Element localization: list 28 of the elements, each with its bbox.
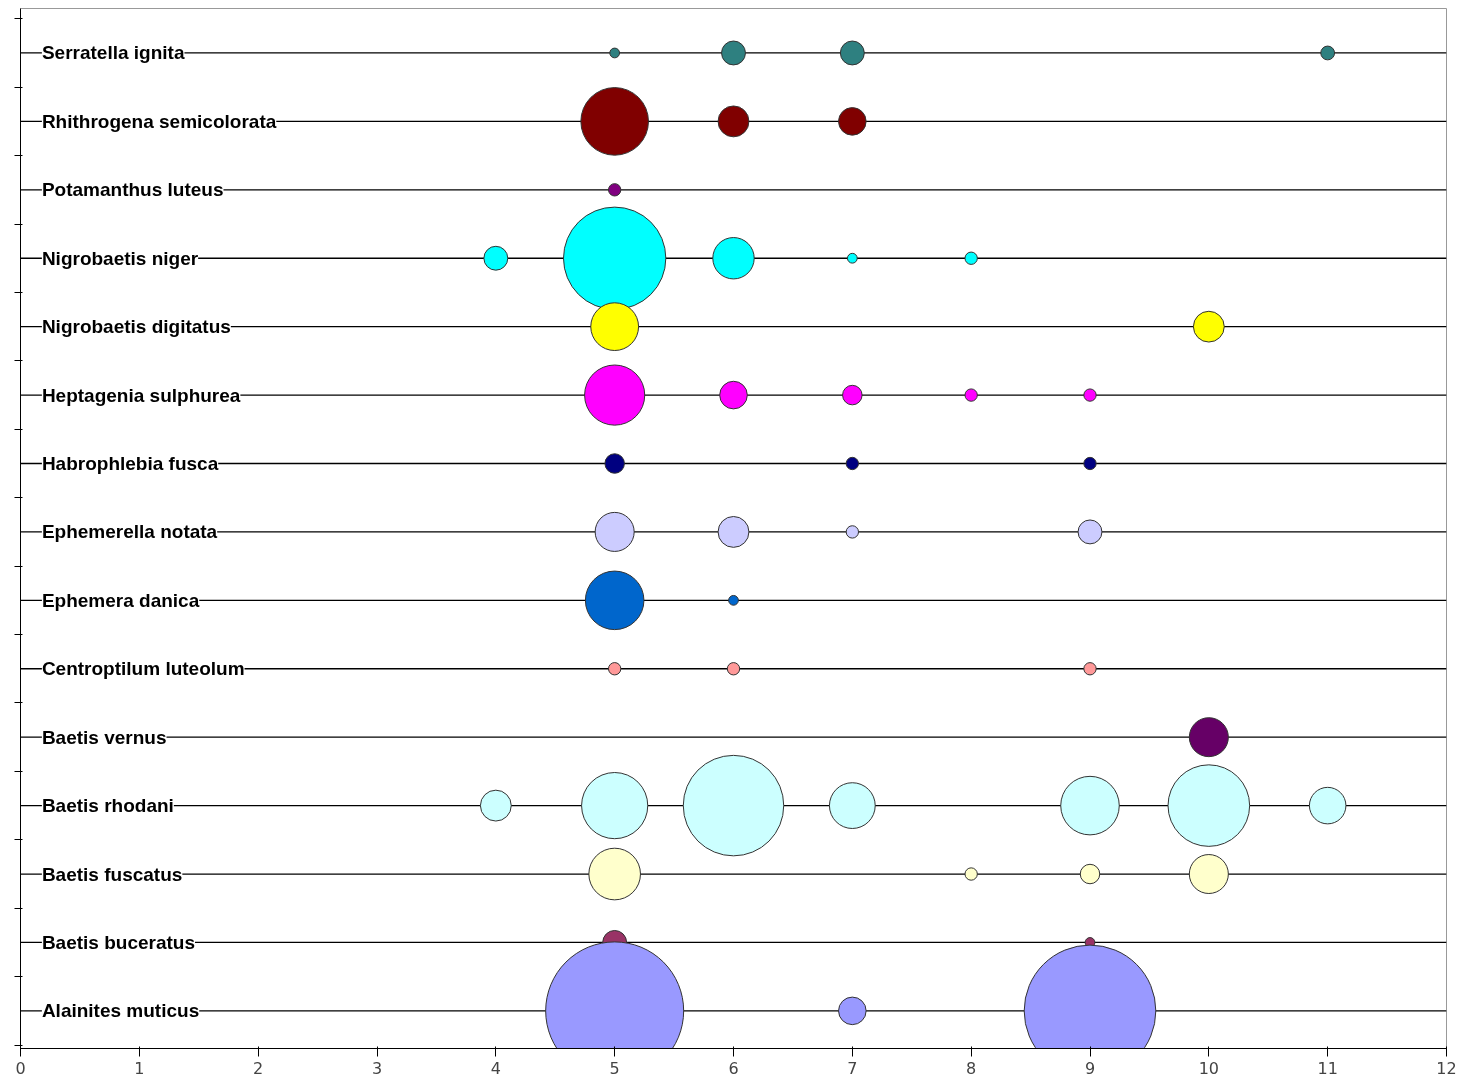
x-tick-label: 12 (1436, 1058, 1457, 1078)
x-tick-label: 10 (1198, 1058, 1220, 1078)
y-tick-label: Potamanthus luteus (41, 179, 224, 201)
y-tick-label: Rhithrogena semicolorata (41, 110, 277, 132)
y-tick-label: Ephemerella notata (41, 521, 218, 543)
y-tick-label: Nigrobaetis niger (41, 247, 199, 269)
y-tick-label: Habrophlebia fusca (41, 453, 219, 474)
x-tick-label: 1 (134, 1058, 145, 1078)
x-tick-label: 11 (1317, 1058, 1338, 1078)
x-tick-label: 7 (847, 1058, 858, 1078)
y-tick-label: Centroptilum luteolum (41, 658, 245, 680)
x-tick-label: 9 (1084, 1058, 1096, 1078)
x-tick-label: 2 (253, 1058, 264, 1078)
x-tick-label: 4 (490, 1058, 501, 1078)
y-tick-label: Alainites muticus (41, 1000, 200, 1022)
y-tick-label: Baetis vernus (41, 726, 167, 748)
x-tick-label: 0 (15, 1058, 26, 1078)
x-tick-label: 3 (371, 1058, 383, 1078)
y-tick-label: Baetis buceratus (41, 931, 196, 953)
y-tick-label: Ephemera danica (41, 589, 200, 611)
y-tick-label: Baetis rhodani (41, 795, 174, 817)
x-tick-label: 8 (966, 1058, 977, 1078)
x-tick-label: 5 (609, 1058, 620, 1078)
y-tick-label: Baetis fuscatus (41, 863, 183, 885)
y-tick-label: Heptagenia sulphurea (41, 384, 241, 406)
x-tick-label: 6 (728, 1058, 739, 1078)
y-tick-label: Serratella ignita (41, 42, 185, 64)
y-tick-label: Nigrobaetis digitatus (41, 316, 231, 338)
